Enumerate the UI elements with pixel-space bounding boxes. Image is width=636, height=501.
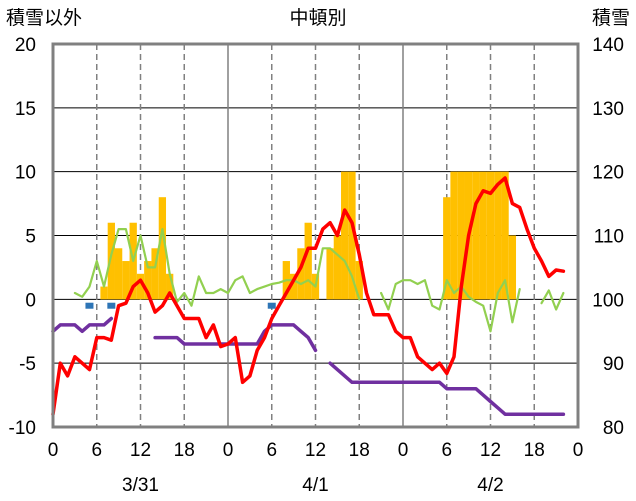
date-labels: 3/31 4/1 4/2 [122, 475, 504, 496]
marker-point [267, 302, 276, 309]
precip-bar [158, 197, 167, 300]
x-tick-label: 6 [266, 440, 277, 461]
marker-point [107, 302, 116, 309]
wind-line [73, 228, 361, 307]
date-label: 4/2 [477, 475, 503, 496]
precip-bar [486, 171, 495, 300]
left-tick-label: -10 [9, 418, 36, 439]
precip-bar [289, 273, 298, 300]
right-tick-label: 130 [592, 99, 624, 120]
right-tick-label: 140 [592, 35, 624, 56]
x-tick-label: 12 [480, 440, 501, 461]
x-tick-label: 12 [130, 440, 151, 461]
left-tick-label: 5 [25, 227, 36, 248]
snow-depth-line [328, 361, 566, 416]
precip-bar [100, 286, 108, 300]
right-tick-labels: 140 130 120 110 100 90 80 [592, 35, 624, 439]
precip-bar [494, 171, 502, 300]
x-tick-label: 6 [91, 440, 102, 461]
temperature-line [51, 176, 566, 416]
left-tick-label: 20 [15, 35, 36, 56]
precip-bar [472, 171, 480, 300]
precip-bar [136, 273, 145, 300]
precip-bar [333, 235, 342, 300]
x-tick-label: 0 [573, 440, 584, 461]
x-tick-label: 0 [223, 440, 234, 461]
precip-bar [144, 261, 152, 300]
right-axis-title: 積雪 [592, 7, 630, 29]
chart-title: 中頓別 [289, 7, 346, 29]
precip-bar [341, 171, 349, 300]
precip-bar [450, 171, 458, 300]
marker-points [85, 302, 276, 309]
x-tick-label: 18 [349, 440, 370, 461]
left-tick-labels: 20 15 10 5 0 -5 -10 [9, 35, 36, 439]
precip-bar [114, 248, 123, 300]
left-axis-title: 積雪以外 [6, 7, 82, 29]
series-lines [51, 176, 566, 416]
right-tick-label: 120 [592, 163, 624, 184]
precip-bar [508, 235, 517, 300]
x-tick-label: 0 [48, 440, 59, 461]
precip-bar [443, 197, 451, 300]
precip-bar [151, 248, 159, 300]
plot-frame [51, 42, 580, 429]
right-tick-label: 90 [603, 354, 624, 375]
right-tick-label: 110 [594, 227, 624, 248]
x-tick-labels: 0 6 12 18 0 6 12 18 0 6 12 18 0 [48, 440, 584, 461]
precip-bar [166, 273, 174, 300]
x-tick-label: 12 [305, 440, 326, 461]
axis-labels: 積雪以外 中頓別 積雪 [6, 7, 630, 29]
marker-point [85, 302, 94, 309]
left-tick-label: 15 [15, 99, 36, 120]
right-tick-label: 100 [592, 290, 624, 311]
precip-bar [355, 261, 363, 300]
date-label: 3/31 [122, 475, 159, 496]
x-tick-label: 6 [441, 440, 452, 461]
left-tick-label: 0 [25, 290, 36, 311]
snow-depth-line [51, 316, 114, 334]
date-label: 4/1 [302, 475, 328, 496]
wind-line [540, 289, 565, 311]
precip-bar [304, 222, 312, 300]
precip-bar [122, 261, 130, 300]
right-tick-label: 80 [603, 418, 624, 439]
precip-bar [501, 171, 509, 300]
x-tick-label: 18 [174, 440, 195, 461]
left-tick-label: 10 [15, 163, 36, 184]
precip-bar [479, 171, 487, 300]
precip-bar [457, 171, 465, 300]
precip-bar [297, 248, 305, 300]
x-tick-label: 18 [524, 440, 545, 461]
wind-line [380, 279, 521, 333]
left-tick-label: -5 [19, 354, 36, 375]
precip-bar [348, 171, 356, 300]
x-tick-label: 0 [398, 440, 409, 461]
precip-bar [326, 248, 334, 300]
precip-bar [107, 222, 115, 300]
